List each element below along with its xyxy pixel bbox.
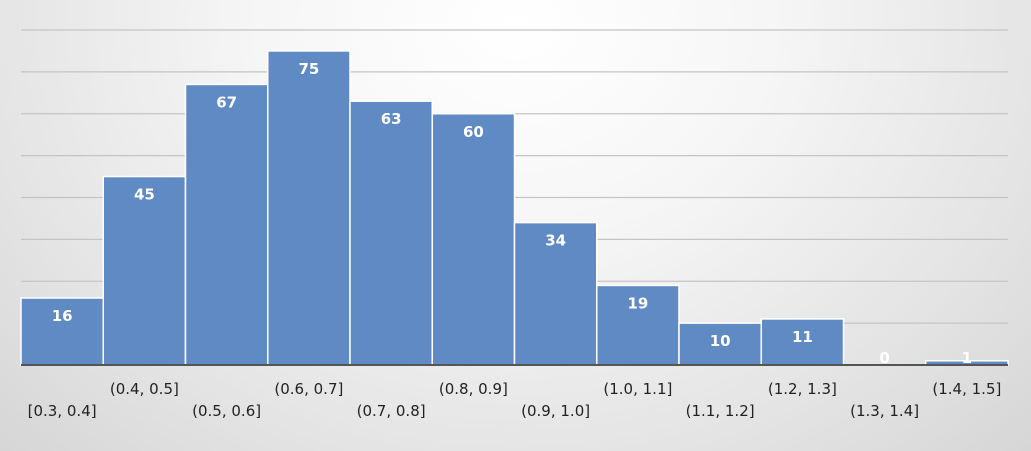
bar-label-2: 67 [216, 93, 237, 111]
bar-label-9: 11 [792, 328, 813, 346]
x-tick-label-9: (1.2, 1.3] [768, 380, 837, 398]
x-tick-label-3: (0.6, 0.7] [274, 380, 343, 398]
x-tick-label-8: (1.1, 1.2] [686, 402, 755, 420]
bar-9 [760, 318, 845, 366]
bar-label-1: 45 [134, 186, 155, 204]
x-tick-label-11: (1.4, 1.5] [932, 380, 1001, 398]
bar-label-8: 10 [710, 332, 731, 350]
bar-label-6: 34 [545, 232, 566, 250]
bar-4 [349, 100, 433, 366]
bar-label-5: 60 [463, 123, 484, 141]
bar-label-7: 19 [627, 294, 648, 312]
x-tick-label-7: (1.0, 1.1] [603, 380, 672, 398]
bar-6 [513, 221, 598, 366]
bar-0 [20, 297, 104, 366]
bar-3 [267, 50, 351, 366]
x-tick-label-5: (0.8, 0.9] [439, 380, 508, 398]
bar-label-3: 75 [298, 60, 319, 78]
bar-label-4: 63 [381, 110, 402, 128]
bar-label-10: 0 [879, 349, 889, 367]
bars [20, 50, 1009, 366]
bar-value-labels: 16 45 67 75 63 60 34 19 10 11 0 1 [52, 60, 972, 367]
x-tick-label-1: (0.4, 0.5] [110, 380, 179, 398]
x-tick-label-0: [0.3, 0.4] [28, 402, 97, 420]
x-tick-label-4: (0.7, 0.8] [357, 402, 426, 420]
bar-label-11: 1 [962, 349, 972, 367]
bar-1 [102, 175, 187, 366]
x-tick-labels: [0.3, 0.4] (0.4, 0.5] (0.5, 0.6] (0.6, 0.7]… [28, 380, 1002, 420]
x-tick-label-6: (0.9, 1.0] [521, 402, 590, 420]
x-tick-label-2: (0.5, 0.6] [192, 402, 261, 420]
x-tick-label-10: (1.3, 1.4] [850, 402, 919, 420]
bar-5 [431, 113, 516, 366]
bar-2 [184, 83, 269, 366]
bar-label-0: 16 [52, 307, 73, 325]
